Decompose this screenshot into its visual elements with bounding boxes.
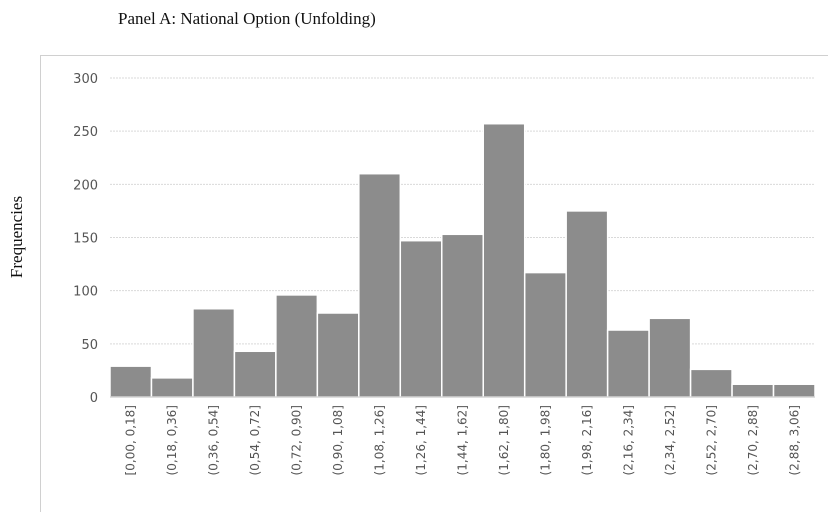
x-tick-label: (2,16, 2,34] xyxy=(621,405,635,475)
bar xyxy=(316,312,360,398)
x-tick-label: (2,34, 2,52] xyxy=(663,405,677,475)
x-tick-label: (2,52, 2,70] xyxy=(704,405,718,475)
bar xyxy=(565,210,609,398)
x-tick-label: (1,08, 1,26] xyxy=(373,405,387,475)
x-tick-label: (0,36, 0,54] xyxy=(207,405,221,475)
bar xyxy=(523,271,567,398)
x-tick-label: (1,62, 1,80] xyxy=(497,405,511,475)
bar xyxy=(606,329,650,398)
bar xyxy=(109,365,153,398)
x-tick-label: (0,18, 0,36] xyxy=(165,405,179,475)
bar xyxy=(689,368,733,398)
x-tick-label: (0,54, 0,72] xyxy=(248,405,262,475)
chart-title: Panel A: National Option (Unfolding) xyxy=(118,9,376,28)
chart-frame xyxy=(40,55,828,512)
x-tick-label: [0,00, 0,18] xyxy=(124,405,138,475)
y-tick-label: 150 xyxy=(73,232,98,247)
y-axis-label: Frequencies xyxy=(7,196,26,278)
x-tick-label: (2,88, 3,06] xyxy=(787,405,801,475)
x-tick-label: (0,72, 0,90] xyxy=(290,405,304,475)
bar xyxy=(772,383,816,398)
bar xyxy=(275,294,319,398)
x-tick-label: (1,26, 1,44] xyxy=(414,405,428,475)
bar xyxy=(482,122,526,398)
y-tick-label: 300 xyxy=(73,72,98,87)
y-tick-label: 0 xyxy=(90,391,98,406)
y-tick-label: 50 xyxy=(81,338,98,353)
bar xyxy=(233,350,277,398)
bar xyxy=(358,172,402,398)
bar xyxy=(150,377,194,398)
bar xyxy=(648,317,692,398)
bar xyxy=(399,239,443,398)
x-tick-label: (1,98, 2,16] xyxy=(580,405,594,475)
bar xyxy=(192,307,236,398)
bar xyxy=(441,233,484,398)
x-tick-label: (1,44, 1,62] xyxy=(456,405,470,475)
x-tick-label: (2,70, 2,88] xyxy=(746,405,760,475)
y-tick-label: 100 xyxy=(73,285,98,300)
x-tick-label: (1,80, 1,98] xyxy=(538,405,552,475)
y-tick-label: 200 xyxy=(73,178,98,193)
y-tick-label: 250 xyxy=(73,125,98,140)
x-tick-label: (0,90, 1,08] xyxy=(331,405,345,475)
bar xyxy=(731,383,775,398)
